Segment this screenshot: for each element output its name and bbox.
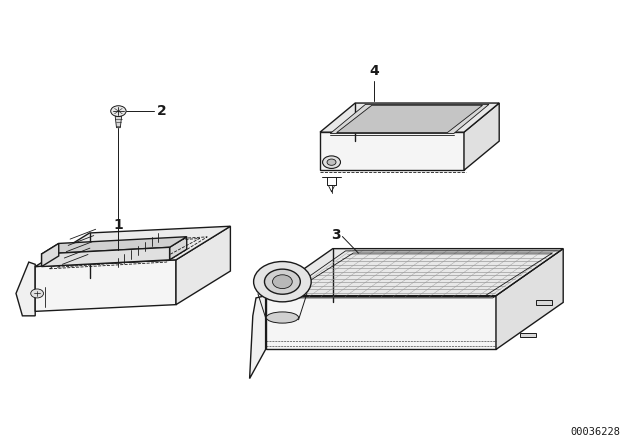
Text: 3: 3 [331,228,341,242]
Circle shape [31,289,44,298]
Polygon shape [536,300,552,305]
Polygon shape [35,260,176,311]
Polygon shape [16,262,35,316]
Polygon shape [42,237,187,254]
Polygon shape [115,116,122,128]
Polygon shape [464,103,499,170]
Ellipse shape [266,312,298,323]
Circle shape [273,275,292,289]
Text: 4: 4 [369,65,380,78]
Polygon shape [250,296,266,379]
Circle shape [323,156,340,168]
Polygon shape [176,226,230,305]
Circle shape [327,159,336,165]
Text: 2: 2 [157,104,166,118]
Circle shape [111,106,126,116]
Polygon shape [337,105,483,133]
Polygon shape [330,104,489,134]
Polygon shape [320,132,464,170]
Polygon shape [496,249,563,349]
Polygon shape [320,103,499,132]
Polygon shape [42,243,59,267]
Text: 1: 1 [113,218,124,232]
Polygon shape [520,333,536,337]
Polygon shape [42,247,170,267]
Polygon shape [170,237,187,260]
Polygon shape [35,226,230,267]
Text: 00036228: 00036228 [571,427,621,437]
Polygon shape [266,296,496,349]
Polygon shape [266,249,563,296]
Circle shape [253,262,311,302]
Circle shape [264,269,300,294]
